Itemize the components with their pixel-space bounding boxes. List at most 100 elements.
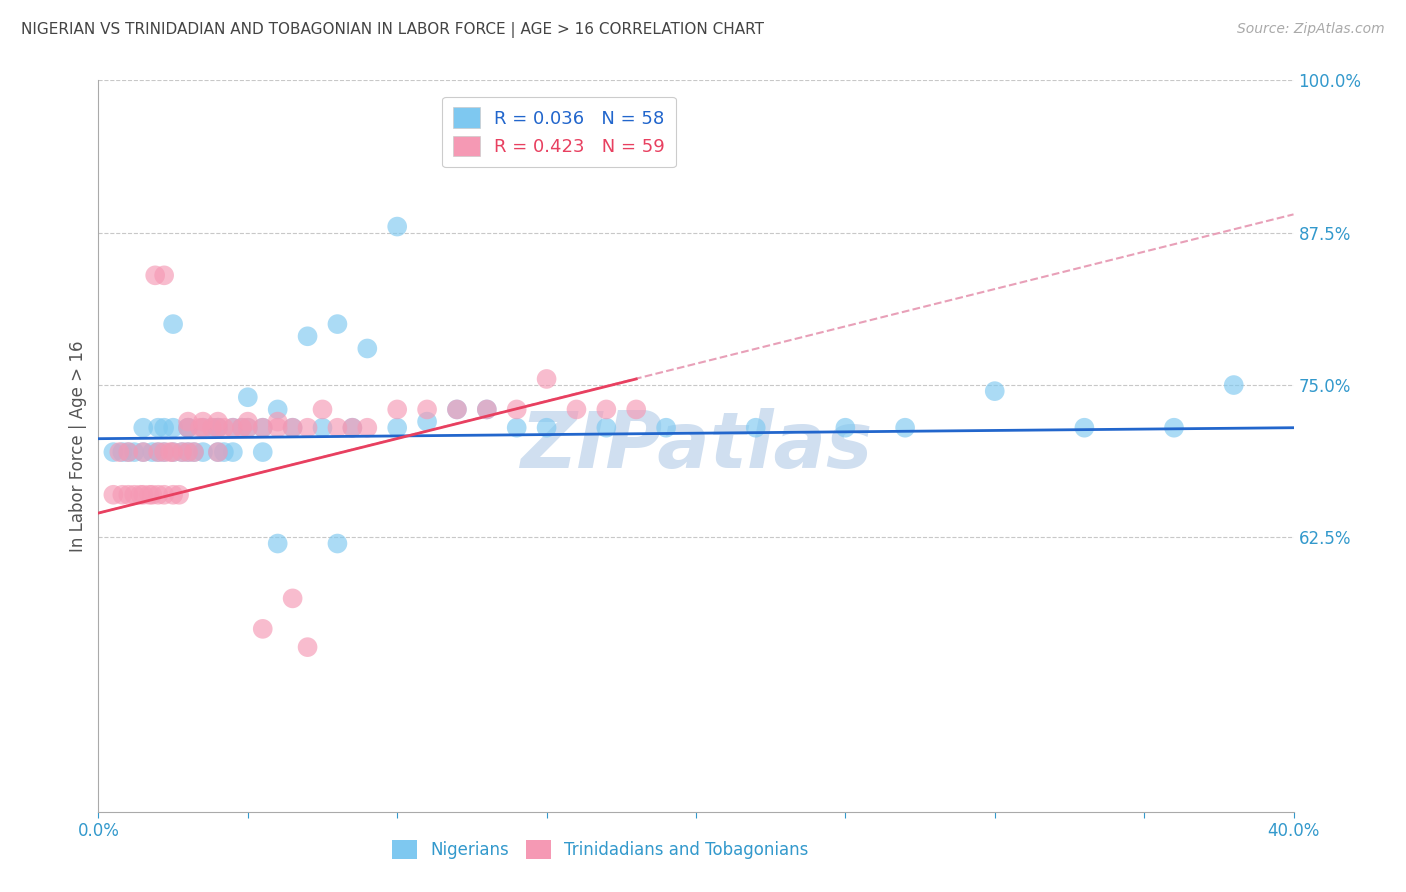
Text: Source: ZipAtlas.com: Source: ZipAtlas.com xyxy=(1237,22,1385,37)
Point xyxy=(536,421,558,435)
Text: ZIPatlas: ZIPatlas xyxy=(520,408,872,484)
Point xyxy=(207,445,229,459)
Point xyxy=(252,622,274,636)
Point xyxy=(222,421,245,435)
Point xyxy=(124,445,146,459)
Point xyxy=(385,219,409,234)
Point xyxy=(132,488,155,502)
Point xyxy=(153,268,176,283)
Point xyxy=(167,488,190,502)
Point xyxy=(252,421,274,435)
Point xyxy=(297,421,319,435)
Point xyxy=(177,421,200,435)
Point xyxy=(236,390,259,404)
Point xyxy=(183,445,205,459)
Point xyxy=(148,445,170,459)
Point xyxy=(1073,421,1095,435)
Point xyxy=(132,445,155,459)
Point xyxy=(191,415,214,429)
Point xyxy=(153,488,176,502)
Point xyxy=(536,372,558,386)
Point xyxy=(138,488,160,502)
Point xyxy=(565,402,588,417)
Point xyxy=(207,415,229,429)
Point xyxy=(1223,378,1246,392)
Point xyxy=(595,402,617,417)
Point xyxy=(231,421,253,435)
Point xyxy=(252,421,274,435)
Point xyxy=(207,445,229,459)
Point xyxy=(267,415,290,429)
Point xyxy=(1163,421,1185,435)
Point xyxy=(201,421,224,435)
Point xyxy=(311,421,333,435)
Point xyxy=(342,421,364,435)
Point xyxy=(177,421,200,435)
Text: NIGERIAN VS TRINIDADIAN AND TOBAGONIAN IN LABOR FORCE | AGE > 16 CORRELATION CHA: NIGERIAN VS TRINIDADIAN AND TOBAGONIAN I… xyxy=(21,22,763,38)
Point xyxy=(236,415,259,429)
Point xyxy=(385,402,409,417)
Point xyxy=(236,421,259,435)
Point xyxy=(111,445,134,459)
Point xyxy=(159,445,181,459)
Point xyxy=(745,421,768,435)
Point xyxy=(191,421,214,435)
Point xyxy=(132,421,155,435)
Point xyxy=(111,488,134,502)
Point xyxy=(141,445,163,459)
Point xyxy=(212,445,235,459)
Point xyxy=(103,445,125,459)
Point xyxy=(222,445,245,459)
Point xyxy=(117,445,139,459)
Point xyxy=(148,421,170,435)
Point xyxy=(162,488,184,502)
Point xyxy=(132,445,155,459)
Point xyxy=(183,445,205,459)
Point xyxy=(267,421,290,435)
Point xyxy=(207,421,229,435)
Point xyxy=(162,445,184,459)
Point xyxy=(267,536,290,550)
Point xyxy=(188,421,211,435)
Point xyxy=(172,445,194,459)
Point xyxy=(655,421,678,435)
Point xyxy=(446,402,468,417)
Point xyxy=(356,342,378,356)
Point xyxy=(311,402,333,417)
Point xyxy=(148,445,170,459)
Point xyxy=(117,445,139,459)
Point xyxy=(475,402,498,417)
Point xyxy=(506,421,529,435)
Point xyxy=(177,415,200,429)
Point xyxy=(297,329,319,343)
Point xyxy=(506,402,529,417)
Point xyxy=(894,421,917,435)
Y-axis label: In Labor Force | Age > 16: In Labor Force | Age > 16 xyxy=(69,340,87,552)
Point xyxy=(446,402,468,417)
Point xyxy=(281,421,304,435)
Point xyxy=(207,421,229,435)
Point xyxy=(236,421,259,435)
Point xyxy=(117,488,139,502)
Point xyxy=(297,640,319,655)
Point xyxy=(834,421,856,435)
Point xyxy=(201,421,224,435)
Point xyxy=(153,445,176,459)
Point xyxy=(416,402,439,417)
Point xyxy=(153,421,176,435)
Legend: Nigerians, Trinidadians and Tobagonians: Nigerians, Trinidadians and Tobagonians xyxy=(385,833,815,865)
Point xyxy=(416,415,439,429)
Point xyxy=(177,445,200,459)
Point xyxy=(141,488,163,502)
Point xyxy=(342,421,364,435)
Point xyxy=(143,268,166,283)
Point xyxy=(212,421,235,435)
Point xyxy=(326,421,349,435)
Point xyxy=(148,488,170,502)
Point xyxy=(267,402,290,417)
Point xyxy=(281,591,304,606)
Point xyxy=(191,445,214,459)
Point xyxy=(162,317,184,331)
Point xyxy=(177,421,200,435)
Point xyxy=(984,384,1007,399)
